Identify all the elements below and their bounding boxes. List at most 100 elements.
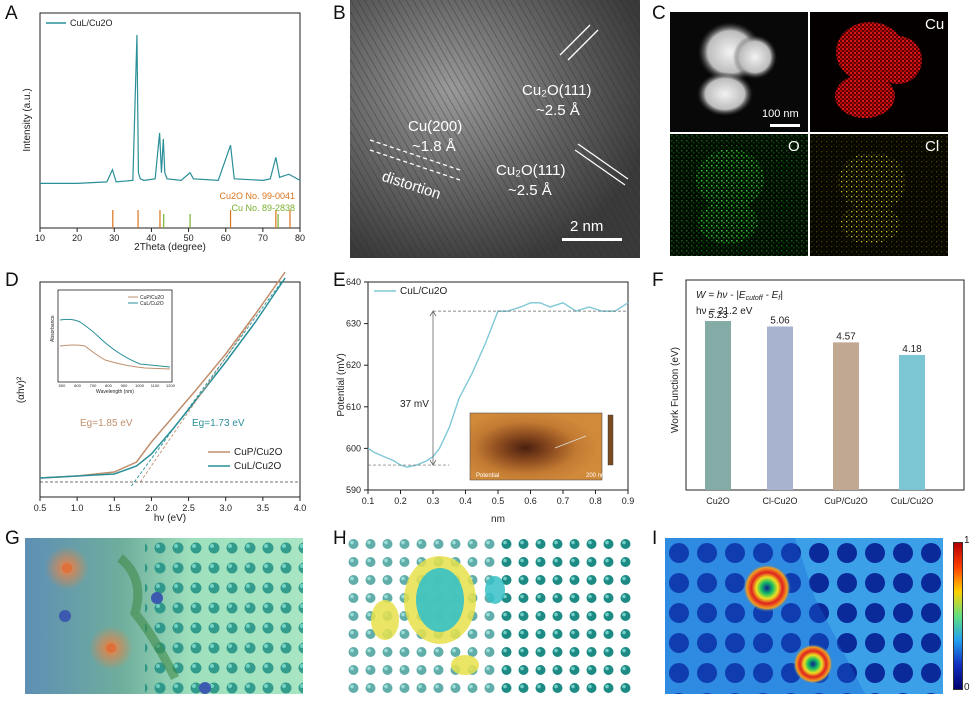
wf-bar-value: 4.18	[902, 344, 922, 355]
panel-label-h: H	[333, 528, 347, 549]
xrd-x-ticks: 10 20 30 40 50 60 70 80	[35, 228, 305, 243]
inset-legend-cul: CuL/Cu2O	[140, 301, 164, 307]
tauc-x-tick-label: 4.0	[294, 503, 307, 513]
tauc-chart: 0.5 1.0 1.5 2.0 2.5 3.0 3.5 4.0 Eg=1.85 eV Eg=1…	[16, 271, 307, 524]
kpfm-x-tick-label: 0.1	[362, 496, 375, 506]
kpfm-inset-potential: Potential	[476, 473, 499, 479]
kpfm-series-line	[367, 302, 629, 468]
kpfm-inset-scale: 200 nm	[586, 473, 606, 479]
kpfm-y-tick-label: 640	[346, 277, 361, 287]
xrd-x-tick-label: 10	[35, 233, 45, 243]
kpfm-y-tick-label: 630	[346, 319, 361, 329]
kpfm-x-tick-label: 0.5	[492, 496, 505, 506]
xrd-x-tick-label: 30	[109, 233, 119, 243]
wf-category-label: Cu2O	[706, 496, 730, 506]
tauc-tangent-cup	[139, 281, 279, 483]
tauc-x-tick-label: 0.5	[34, 503, 47, 513]
xrd-y-axis-title: Intensity (a.u.)	[22, 88, 33, 151]
panel-label-d: D	[5, 270, 19, 291]
xrd-legend-label: CuL/Cu2O	[70, 18, 113, 28]
kpfm-x-tick-label: 0.7	[557, 496, 570, 506]
kpfm-inset: Potential 200 nm	[469, 412, 614, 481]
inset-curve-cup	[59, 344, 171, 370]
inset-x-ticks: 500 600 700 800 900 1000 1100 1200	[59, 383, 176, 388]
charge-difference-image	[345, 535, 635, 697]
wf-category-label: Cl-Cu2O	[762, 496, 797, 506]
kpfm-x-tick-label: 0.6	[524, 496, 537, 506]
wf-bar-value: 4.57	[836, 331, 856, 342]
kpfm-y-axis-title: Potential (mV)	[336, 353, 347, 416]
kpfm-chart: 0.1 0.2 0.3 0.4 0.5 0.6 0.7 0.8 0.9 590 600 610 620 6…	[336, 277, 634, 525]
tauc-x-tick-label: 1.5	[108, 503, 121, 513]
eds-map-haadf: 100 nm	[670, 12, 808, 132]
eds-map-cl: Cl	[810, 134, 948, 256]
kpfm-x-axis-title: nm	[491, 514, 505, 525]
wf-category-label: CuL/Cu2O	[891, 496, 934, 506]
eds-map-o: O	[670, 134, 808, 256]
kpfm-y-tick-label: 590	[346, 485, 361, 495]
xrd-x-tick-label: 70	[258, 233, 268, 243]
inset-x-tick-label: 900	[121, 383, 128, 388]
hrtem-label-cu200-d: ~1.8 Å	[412, 138, 456, 155]
panel-label-b: B	[333, 3, 346, 24]
kpfm-y-tick-label: 600	[346, 443, 361, 453]
xrd-x-tick-label: 60	[221, 233, 231, 243]
wf-bar	[705, 321, 731, 490]
inset-x-tick-label: 1000	[135, 383, 145, 388]
eds-label-cl: Cl	[925, 138, 940, 155]
inset-x-tick-label: 1100	[151, 383, 160, 388]
elf-colorbar-max: 1	[964, 535, 970, 546]
kpfm-legend-label: CuL/Cu2O	[400, 286, 447, 297]
eds-label-cu: Cu	[925, 16, 945, 33]
wf-bar	[899, 354, 925, 490]
tauc-x-tick-label: 2.5	[182, 503, 195, 513]
tauc-legend-label-cul: CuL/Cu2O	[234, 461, 281, 472]
wf-bar-value: 5.23	[708, 310, 728, 321]
wf-equation-2: hν = 21.2 eV	[696, 306, 753, 317]
eds-scale-bar-label: 100 nm	[762, 108, 799, 120]
hrtem-image: Cu₂O(111) ~2.5 Å Cu(200) ~1.8 Å distorti…	[350, 0, 640, 258]
panel-label-g: G	[5, 528, 20, 549]
hrtem-label-cu200: Cu(200)	[408, 118, 463, 135]
xrd-x-tick-label: 20	[72, 233, 82, 243]
wf-bar	[767, 326, 793, 490]
eds-label-o: O	[788, 138, 800, 155]
tauc-x-tick-label: 1.0	[71, 503, 84, 513]
xrd-x-tick-label: 50	[184, 233, 194, 243]
kpfm-arrow-head-top	[429, 310, 437, 317]
kpfm-x-tick-label: 0.2	[394, 496, 407, 506]
charge-density-image	[25, 538, 303, 694]
wf-bar	[833, 342, 859, 490]
tauc-eg1-label: Eg=1.85 eV	[80, 418, 133, 429]
tauc-y-axis-title: (αhv)²	[16, 376, 27, 403]
hrtem-texture	[350, 0, 640, 258]
kpfm-delta-label: 37 mV	[400, 399, 429, 410]
wf-bar-value: 5.06	[770, 316, 790, 327]
work-function-chart: W = hν - |Ecutoff - Ef| hν = 21.2 eV 5.2…	[670, 279, 965, 506]
inset-x-tick-label: 500	[59, 383, 66, 388]
elf-colorbar-min: 0	[964, 682, 970, 693]
kpfm-ticks: 0.1 0.2 0.3 0.4 0.5 0.6 0.7 0.8 0.9 590 600 610 620 6…	[346, 277, 634, 506]
xrd-series-line	[40, 34, 301, 185]
hrtem-label-cu2o-bottom: Cu₂O(111)	[496, 162, 566, 179]
tauc-legend-label-cup: CuP/Cu2O	[234, 447, 283, 458]
wf-y-axis-title: Work Function (eV)	[670, 347, 681, 433]
tauc-eg2-label: Eg=1.73 eV	[192, 418, 245, 429]
tauc-x-ticks: 0.5 1.0 1.5 2.0 2.5 3.0 3.5 4.0	[34, 497, 307, 513]
xrd-x-tick-label: 40	[146, 233, 156, 243]
tauc-plot-area	[39, 271, 300, 487]
panel-label-a: A	[5, 3, 18, 24]
xrd-plot-area	[40, 34, 301, 228]
xrd-ref2-label: Cu No. 89-2838	[231, 203, 295, 213]
kpfm-y-tick-label: 610	[346, 402, 361, 412]
hrtem-label-cu2o-top: Cu₂O(111)	[522, 82, 592, 99]
kpfm-y-tick-label: 620	[346, 360, 361, 370]
inset-x-tick-label: 800	[105, 383, 112, 388]
kpfm-x-tick-label: 0.9	[622, 496, 635, 506]
elf-colorbar	[953, 542, 963, 690]
tauc-x-tick-label: 3.5	[257, 503, 270, 513]
tauc-inset: CuP/Cu2O CuL/Cu2O Absorbance Wavelength …	[50, 289, 176, 395]
hrtem-label-cu2o-top-d: ~2.5 Å	[536, 102, 580, 119]
tauc-tangent-cul	[131, 281, 282, 487]
inset-x-tick-label: 700	[90, 383, 97, 388]
